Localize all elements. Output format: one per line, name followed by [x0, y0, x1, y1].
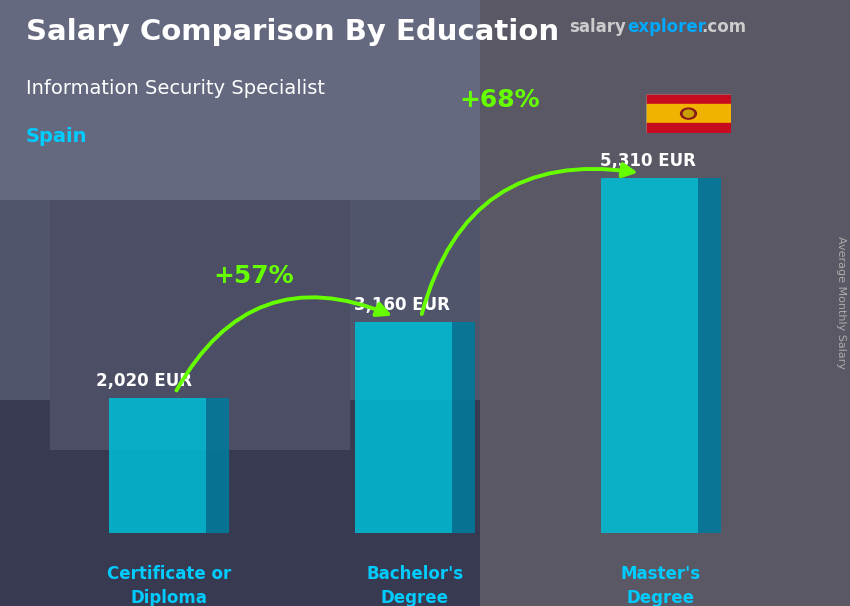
- Text: Salary Comparison By Education: Salary Comparison By Education: [26, 18, 558, 46]
- Circle shape: [681, 108, 696, 119]
- Text: Bachelor's
Degree: Bachelor's Degree: [366, 565, 463, 606]
- Text: 3,160 EUR: 3,160 EUR: [354, 296, 450, 314]
- Text: Certificate or
Diploma: Certificate or Diploma: [107, 565, 231, 606]
- Text: 5,310 EUR: 5,310 EUR: [600, 152, 696, 170]
- Text: +57%: +57%: [214, 264, 294, 288]
- Text: explorer: explorer: [627, 18, 706, 36]
- Polygon shape: [109, 398, 206, 533]
- Text: Average Monthly Salary: Average Monthly Salary: [836, 236, 846, 370]
- Bar: [646, 104, 731, 124]
- Polygon shape: [452, 322, 474, 533]
- Polygon shape: [698, 178, 721, 533]
- Text: Spain: Spain: [26, 127, 87, 146]
- Text: Master's
Degree: Master's Degree: [620, 565, 701, 606]
- Circle shape: [683, 110, 694, 117]
- Text: +68%: +68%: [460, 88, 541, 112]
- Text: 2,020 EUR: 2,020 EUR: [96, 372, 192, 390]
- Text: salary: salary: [570, 18, 626, 36]
- Bar: [646, 124, 731, 133]
- Polygon shape: [355, 322, 452, 533]
- Text: .com: .com: [701, 18, 746, 36]
- Bar: [646, 94, 731, 104]
- Text: Information Security Specialist: Information Security Specialist: [26, 79, 325, 98]
- Polygon shape: [601, 178, 698, 533]
- Polygon shape: [206, 398, 229, 533]
